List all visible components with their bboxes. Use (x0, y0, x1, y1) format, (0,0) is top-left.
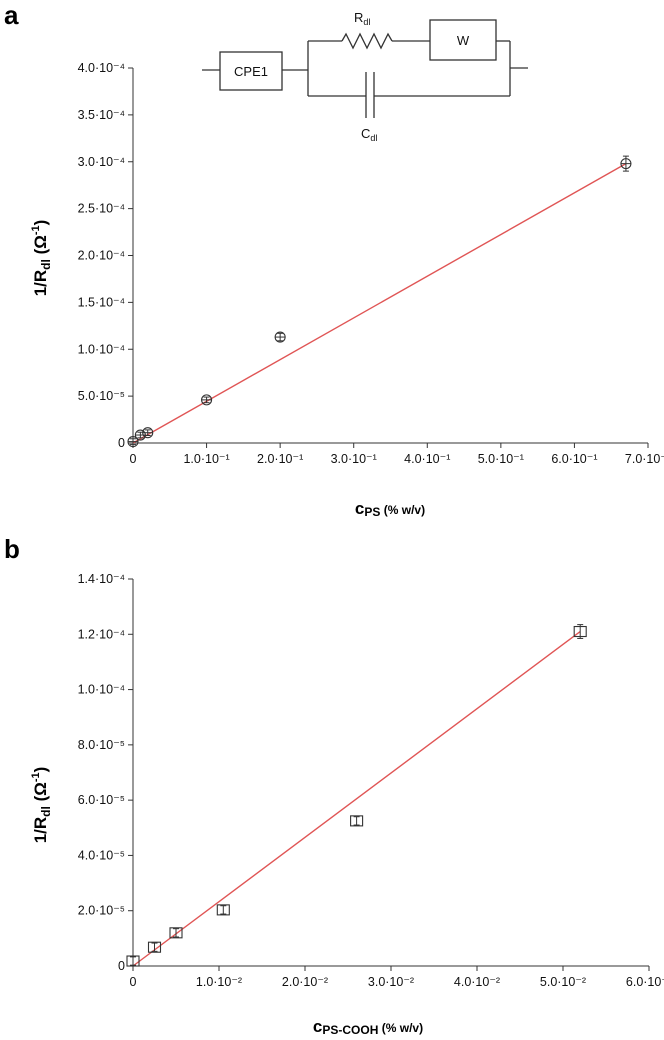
x-axis-title-b-unit: (% w/v) (378, 1021, 423, 1035)
x-axis-title-a: cPS (% w/v) (355, 499, 425, 519)
data-point-b (169, 927, 183, 939)
warburg-element (429, 19, 497, 61)
capacitor-label-sub: dl (370, 133, 377, 143)
data-point-b (350, 815, 364, 827)
fit-line-a (132, 163, 627, 444)
y-axis-title-b-sup: -1 (30, 772, 42, 782)
y-axis-title-a-sup: -1 (30, 225, 42, 235)
x-tick-label-a: 7.0·10⁻¹ (625, 452, 664, 466)
fit-line-b (132, 630, 581, 967)
data-point-b (573, 625, 587, 638)
plot-area-b: 0 1.0·10⁻² 2.0·10⁻² 3.0·10⁻² 4.0·10⁻² 5.0·10⁻… (78, 572, 664, 989)
y-axis-title-b: 1/Rdl (Ω-1) (30, 767, 53, 844)
y-tick-label-a: 2.5·10⁻⁴ (78, 202, 125, 216)
y-tick-label-a: 1.5·10⁻⁴ (78, 295, 125, 309)
x-axis-title-b-main: c (313, 1017, 322, 1036)
y-tick-label-b: 8.0·10⁻⁵ (78, 738, 125, 752)
x-axis-title-a-sub: PS (364, 505, 380, 519)
y-axis-title-a-unit: (Ω (31, 235, 50, 259)
y-tick-label-b: 4.0·10⁻⁵ (78, 848, 125, 862)
y-axis-title-a-main: 1/R (31, 270, 50, 296)
x-tick-label-a: 0 (130, 452, 137, 466)
x-tick-label-a: 6.0·10⁻¹ (551, 452, 597, 466)
data-point-b (147, 941, 162, 953)
x-tick-label-b: 6.0·10⁻² (626, 975, 664, 989)
y-tick-label-b: 1.0·10⁻⁴ (78, 683, 125, 697)
resistor-label-main: R (354, 10, 363, 25)
y-axis-title-a-sub: dl (39, 259, 53, 270)
x-axis-title-a-unit: (% w/v) (380, 503, 425, 517)
x-tick-label-a: 3.0·10⁻¹ (331, 452, 377, 466)
x-tick-label-a: 2.0·10⁻¹ (257, 452, 303, 466)
x-tick-label-b: 4.0·10⁻² (454, 975, 500, 989)
x-axis-title-b: cPS-COOH (% w/v) (313, 1017, 423, 1037)
x-tick-label-a: 1.0·10⁻¹ (183, 452, 229, 466)
y-axis-title-a-close: ) (31, 220, 50, 226)
y-tick-label-a: 4.0·10⁻⁴ (78, 61, 125, 75)
warburg-label: W (457, 33, 470, 48)
y-axis-title-b-close: ) (31, 767, 50, 773)
resistor-label: Rdl (354, 10, 370, 27)
cpe-element (219, 51, 283, 91)
x-tick-label-a: 4.0·10⁻¹ (404, 452, 450, 466)
x-tick-label-b: 2.0·10⁻² (282, 975, 328, 989)
x-tick-label-b: 5.0·10⁻² (540, 975, 586, 989)
capacitor-label-main: C (361, 126, 370, 141)
panel-a: a CPE1 W Rdl Cdl 0 1.0·10⁻¹ 2.0·10⁻¹ 3.0·10… (4, 0, 664, 519)
y-tick-label-a: 3.0·10⁻⁴ (78, 155, 125, 169)
y-tick-label-b: 1.2·10⁻⁴ (78, 627, 125, 641)
y-tick-label-b: 1.4·10⁻⁴ (78, 572, 125, 586)
data-point-b (216, 904, 230, 916)
circuit-inset: CPE1 W Rdl Cdl (202, 10, 528, 143)
panel-label-a: a (4, 0, 19, 30)
y-tick-label-a: 2.0·10⁻⁴ (78, 249, 125, 263)
y-axis-title-b-main: 1/R (31, 817, 50, 843)
y-tick-label-a: 1.0·10⁻⁴ (78, 342, 125, 356)
resistor-label-sub: dl (363, 17, 370, 27)
x-axis-title-a-main: c (355, 499, 364, 518)
y-axis-title-b-sub: dl (39, 806, 53, 817)
plot-area-a: 0 1.0·10⁻¹ 2.0·10⁻¹ 3.0·10⁻¹ 4.0·10⁻¹ 5.0·10⁻… (78, 61, 664, 466)
x-tick-label-b: 1.0·10⁻² (196, 975, 242, 989)
y-tick-label-b: 0 (118, 959, 125, 973)
x-tick-label-b: 0 (130, 975, 137, 989)
y-tick-label-a: 5.0·10⁻⁵ (78, 389, 125, 403)
panel-b: b 0 1.0·10⁻² 2.0·10⁻² 3.0·10⁻² 4.0·10⁻² 5.0·1… (4, 534, 664, 1037)
panel-label-b: b (4, 534, 20, 564)
y-tick-label-a: 0 (118, 436, 125, 450)
capacitor-label: Cdl (361, 126, 377, 143)
data-point-b (126, 955, 140, 967)
y-tick-label-b: 2.0·10⁻⁵ (78, 904, 125, 918)
y-tick-label-a: 3.5·10⁻⁴ (78, 108, 125, 122)
resistor-symbol (341, 32, 393, 50)
y-axis-title-a: 1/Rdl (Ω-1) (30, 220, 53, 297)
y-axis-title-b-unit: (Ω (31, 782, 50, 806)
y-tick-label-b: 6.0·10⁻⁵ (78, 793, 125, 807)
cpe-label: CPE1 (234, 64, 268, 79)
x-axis-title-b-sub: PS-COOH (322, 1023, 378, 1037)
x-tick-label-b: 3.0·10⁻² (368, 975, 414, 989)
x-tick-label-a: 5.0·10⁻¹ (478, 452, 524, 466)
